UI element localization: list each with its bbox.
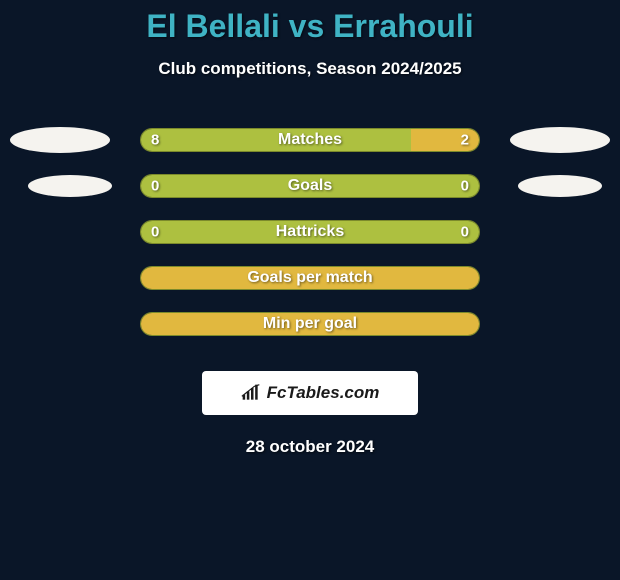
bar-segment-left xyxy=(141,129,411,151)
bar-segment-right xyxy=(141,267,479,289)
stat-row: Goals per match xyxy=(0,255,620,301)
chart-icon xyxy=(241,384,261,402)
date-label: 28 october 2024 xyxy=(0,437,620,457)
subtitle: Club competitions, Season 2024/2025 xyxy=(0,59,620,79)
bar-segment-right xyxy=(411,129,479,151)
player-shape-right xyxy=(518,175,602,197)
logo-text: FcTables.com xyxy=(267,383,380,403)
stat-row: Min per goal xyxy=(0,301,620,347)
comparison-infographic: El Bellali vs Errahouli Club competition… xyxy=(0,0,620,457)
player-shape-left xyxy=(28,175,112,197)
logo-box: FcTables.com xyxy=(202,371,418,415)
stat-row: 82Matches xyxy=(0,117,620,163)
stat-row: 00Hattricks xyxy=(0,209,620,255)
bars-host: 82Matches 00Goals 00Hattricks Goals per mat… xyxy=(0,117,620,347)
bar-track: Goals per match xyxy=(140,266,480,290)
bar-segment-left xyxy=(141,175,479,197)
player-shape-right xyxy=(510,127,610,153)
bar-segment-left xyxy=(141,221,479,243)
player-shape-left xyxy=(10,127,110,153)
page-title: El Bellali vs Errahouli xyxy=(0,8,620,45)
bar-track: 00Hattricks xyxy=(140,220,480,244)
bar-track: Min per goal xyxy=(140,312,480,336)
bar-track: 00Goals xyxy=(140,174,480,198)
stat-row: 00Goals xyxy=(0,163,620,209)
logo-inner: FcTables.com xyxy=(241,383,380,403)
bar-segment-right xyxy=(141,313,479,335)
bar-track: 82Matches xyxy=(140,128,480,152)
